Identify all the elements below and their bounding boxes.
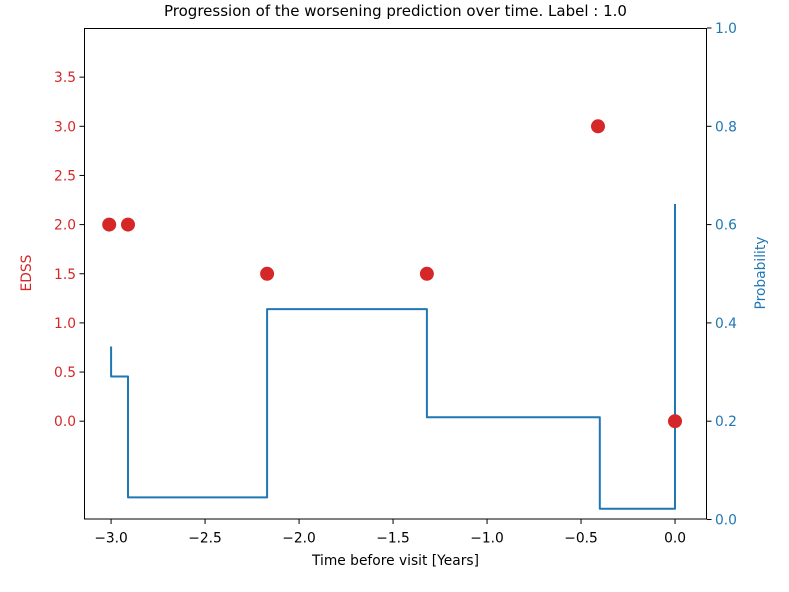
y-left-tick-label: 2.0 <box>54 218 76 234</box>
edss-visits-scatter-point <box>260 266 275 281</box>
y-left-tick-label: 3.5 <box>54 70 76 86</box>
y-left-tick-label: 1.0 <box>54 316 76 332</box>
y-left-tick-label: 3.0 <box>54 119 76 135</box>
worsening-probability-step-line <box>110 204 676 510</box>
chart-title: Progression of the worsening prediction … <box>164 2 627 20</box>
x-tick-label: −3.0 <box>94 531 128 547</box>
x-axis-label: Time before visit [Years] <box>312 553 479 569</box>
edss-visits-scatter-point <box>419 266 434 281</box>
axes-spines <box>84 28 707 520</box>
y-left-tick-label: 0.5 <box>54 365 76 381</box>
x-tick-label: −1.0 <box>470 531 504 547</box>
x-tick-label: −2.0 <box>282 531 316 547</box>
y-right-tick-label: 0.8 <box>715 119 737 135</box>
y-right-tick-label: 0.0 <box>715 513 737 529</box>
edss-visits-scatter-point <box>591 119 605 134</box>
y-left-tick-label: 0.0 <box>54 414 76 430</box>
x-tick-label: −0.5 <box>564 531 598 547</box>
x-tick-label: −1.5 <box>376 531 410 547</box>
y-right-tick-label: 0.4 <box>715 316 737 332</box>
edss-visits-scatter-point <box>102 217 117 232</box>
y-left-tick-label: 1.5 <box>54 267 76 283</box>
y-left-tick-label: 2.5 <box>54 168 76 184</box>
edss-visits-scatter-point <box>121 217 135 232</box>
x-tick-label: 0.0 <box>664 531 686 547</box>
y-right-tick-label: 0.6 <box>715 218 737 234</box>
edss-visits-scatter-point <box>668 414 682 429</box>
x-tick-label: −2.5 <box>188 531 222 547</box>
y-right-tick-label: 0.2 <box>715 414 737 430</box>
y-right-tick-label: 1.0 <box>715 21 737 37</box>
